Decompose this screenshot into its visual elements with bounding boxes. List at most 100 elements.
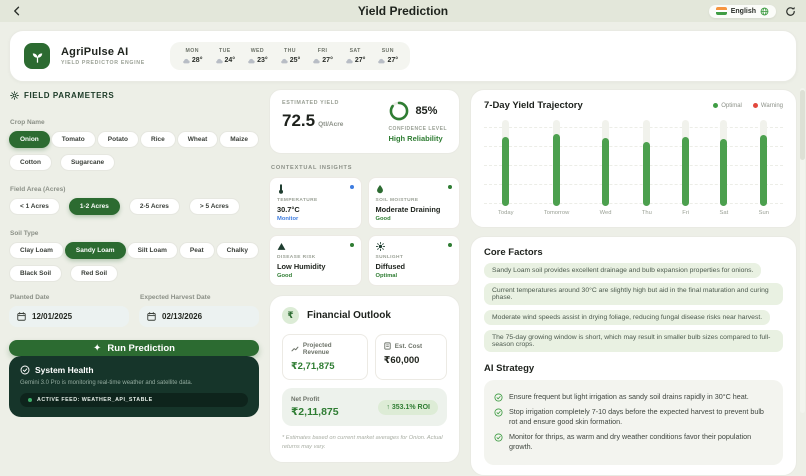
financial-outlook-card: ₹ Financial Outlook Projected Revenue ₹2… xyxy=(269,295,460,464)
area-chip-gt5[interactable]: > 5 Acres xyxy=(188,198,240,215)
planted-date-field[interactable]: 12/01/2025 xyxy=(9,306,129,327)
bar-fill xyxy=(553,133,561,206)
bar-label: Tomorrow xyxy=(543,210,570,216)
bar-column: Wed xyxy=(600,120,611,219)
net-profit-label: Net Profit xyxy=(291,396,320,403)
insight-status: Optimal xyxy=(375,273,398,279)
bar-column: Fri xyxy=(682,120,690,219)
yield-unit: Qtl/Acre xyxy=(318,121,344,128)
bar-column: Thu xyxy=(642,120,652,219)
core-factors-card: Core Factors Sandy Loam soil provides ex… xyxy=(470,236,797,476)
app-subtitle: YIELD PREDICTOR ENGINE xyxy=(61,60,145,66)
field-parameters-header: FIELD PARAMETERS xyxy=(10,91,259,100)
run-prediction-label: Run Prediction xyxy=(107,342,175,354)
soil-chip-chalky[interactable]: Chalky xyxy=(215,242,259,259)
crop-chip-onion[interactable]: Onion xyxy=(9,131,50,148)
field-parameters-panel: FIELD PARAMETERS Crop Name Onion Tomato … xyxy=(9,89,259,417)
crop-chip-cotton[interactable]: Cotton xyxy=(9,154,52,171)
weather-day: TUE 24° xyxy=(215,48,235,64)
estimated-yield-label: ESTIMATED YIELD xyxy=(282,100,340,106)
area-chip-1-2[interactable]: 1-2 Acres xyxy=(68,198,120,215)
bar-track xyxy=(602,120,610,206)
bar-track xyxy=(553,120,561,206)
refresh-icon[interactable] xyxy=(785,6,796,17)
weather-day: MON 28° xyxy=(182,48,203,64)
ai-strategy-box: Ensure frequent but light irrigation as … xyxy=(484,380,783,466)
app-header-card: AgriPulse AI YIELD PREDICTOR ENGINE MON 2… xyxy=(9,30,797,82)
area-chip-lt1[interactable]: < 1 Acres xyxy=(9,198,60,215)
yield-value: 72.5 xyxy=(282,111,316,130)
weather-day: SUN 27° xyxy=(377,48,398,64)
confidence-percent: 85% xyxy=(415,105,438,117)
back-button[interactable] xyxy=(10,4,24,18)
crop-name-label: Crop Name xyxy=(10,119,45,126)
scrollbar-track[interactable] xyxy=(800,88,805,413)
insight-card-soil-moisture: SOIL MOISTURE Moderate Draining Good xyxy=(367,177,460,229)
calendar-icon xyxy=(17,312,26,321)
confidence-ring-fg xyxy=(390,101,409,121)
ai-strategy-title: AI Strategy xyxy=(484,363,535,374)
language-selector[interactable]: English xyxy=(708,4,776,18)
bar-chart-body: Today Tomorrow Wed Thu Fri Sat Sun xyxy=(484,120,783,219)
language-label: English xyxy=(730,7,756,15)
bar-label: Thu xyxy=(641,210,652,216)
strategy-item: Ensure frequent but light irrigation as … xyxy=(494,392,773,402)
core-factor-item: Moderate wind speeds assist in drying fo… xyxy=(484,310,771,325)
crop-chip-potato[interactable]: Potato xyxy=(96,131,140,148)
strategy-item: Monitor for thrips, as warm and dry weat… xyxy=(494,432,773,452)
weather-day: SAT 27° xyxy=(345,48,365,64)
bar-column: Sun xyxy=(759,120,769,219)
sparkle-icon: ✦ xyxy=(93,342,102,354)
bar-track xyxy=(682,120,690,206)
projected-revenue-label: Projected Revenue xyxy=(302,342,332,356)
bar-label: Today xyxy=(498,210,514,216)
area-chip-2-5[interactable]: 2-5 Acres xyxy=(128,198,180,215)
cloud-icon xyxy=(215,58,223,63)
soil-chip-silt-loam[interactable]: Silt Loam xyxy=(126,242,178,259)
bar-track xyxy=(760,120,768,206)
cloud-icon xyxy=(248,58,255,63)
insight-card-temperature: TEMPERATURE 30.7°C Monitor xyxy=(269,177,362,229)
harvest-date-field[interactable]: 02/13/2026 xyxy=(139,306,259,327)
prediction-results-panel: ESTIMATED YIELD 72.5 Qtl/Acre 85% xyxy=(269,89,460,464)
core-factors-title: Core Factors xyxy=(484,247,543,258)
insight-status: Monitor xyxy=(277,216,299,222)
cloud-icon xyxy=(313,58,320,63)
soil-type-label: Soil Type xyxy=(10,230,39,237)
crop-chip-maize[interactable]: Maize xyxy=(219,131,259,148)
india-flag-icon xyxy=(715,7,727,15)
chevron-left-icon xyxy=(14,6,20,16)
crop-chip-tomato[interactable]: Tomato xyxy=(50,131,96,148)
system-health-title: System Health xyxy=(35,365,94,375)
roi-value: 353.1% ROI xyxy=(391,403,430,411)
soil-chip-peat[interactable]: Peat xyxy=(178,242,215,259)
sun-icon xyxy=(375,242,385,251)
core-factor-item: Sandy Loam soil provides excellent drain… xyxy=(484,263,762,278)
weather-day: THU 25° xyxy=(280,48,300,64)
yield-trajectory-card: 7-Day Yield Trajectory Optimal Warning xyxy=(470,89,797,228)
cloud-icon xyxy=(378,58,386,63)
crop-chip-sugarcane[interactable]: Sugarcane xyxy=(59,154,116,171)
run-prediction-button[interactable]: ✦ Run Prediction xyxy=(9,340,259,356)
soil-chip-clay-loam[interactable]: Clay Loam xyxy=(9,242,64,259)
bar-label: Sun xyxy=(758,210,769,216)
soil-chip-sandy-loam[interactable]: Sandy Loam xyxy=(64,242,126,259)
droplet-icon xyxy=(376,185,383,194)
insight-dot xyxy=(448,185,452,189)
active-feed-badge[interactable]: ACTIVE FEED: WEATHER_API_STABLE xyxy=(20,393,248,407)
chart-title: 7-Day Yield Trajectory xyxy=(484,100,583,111)
planted-date-label: Planted Date xyxy=(10,294,50,301)
soil-chip-red-soil[interactable]: Red Soil xyxy=(70,265,119,282)
chart-gridlines xyxy=(484,120,783,206)
crop-chip-rice[interactable]: Rice xyxy=(140,131,176,148)
scrollbar-thumb[interactable] xyxy=(800,90,805,160)
crop-chip-wheat[interactable]: Wheat xyxy=(176,131,219,148)
soil-chip-black-soil[interactable]: Black Soil xyxy=(9,265,63,282)
weather-forecast-strip: MON 28° TUE 24° WED 23° THU 25° FRI 27° SAT 27… xyxy=(169,42,411,70)
harvest-date-value: 02/13/2026 xyxy=(162,312,203,321)
est-cost-value: ₹60,000 xyxy=(383,355,420,366)
legend-optimal: Optimal xyxy=(713,103,742,109)
arrow-up-icon: ↑ xyxy=(386,403,390,411)
rupee-icon: ₹ xyxy=(282,307,299,324)
